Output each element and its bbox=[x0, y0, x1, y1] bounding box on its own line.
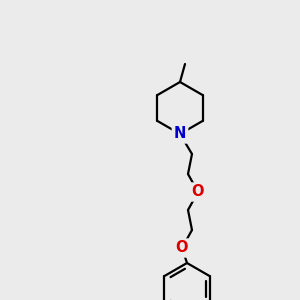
Text: O: O bbox=[192, 184, 204, 200]
Text: O: O bbox=[176, 241, 188, 256]
Text: N: N bbox=[174, 127, 186, 142]
